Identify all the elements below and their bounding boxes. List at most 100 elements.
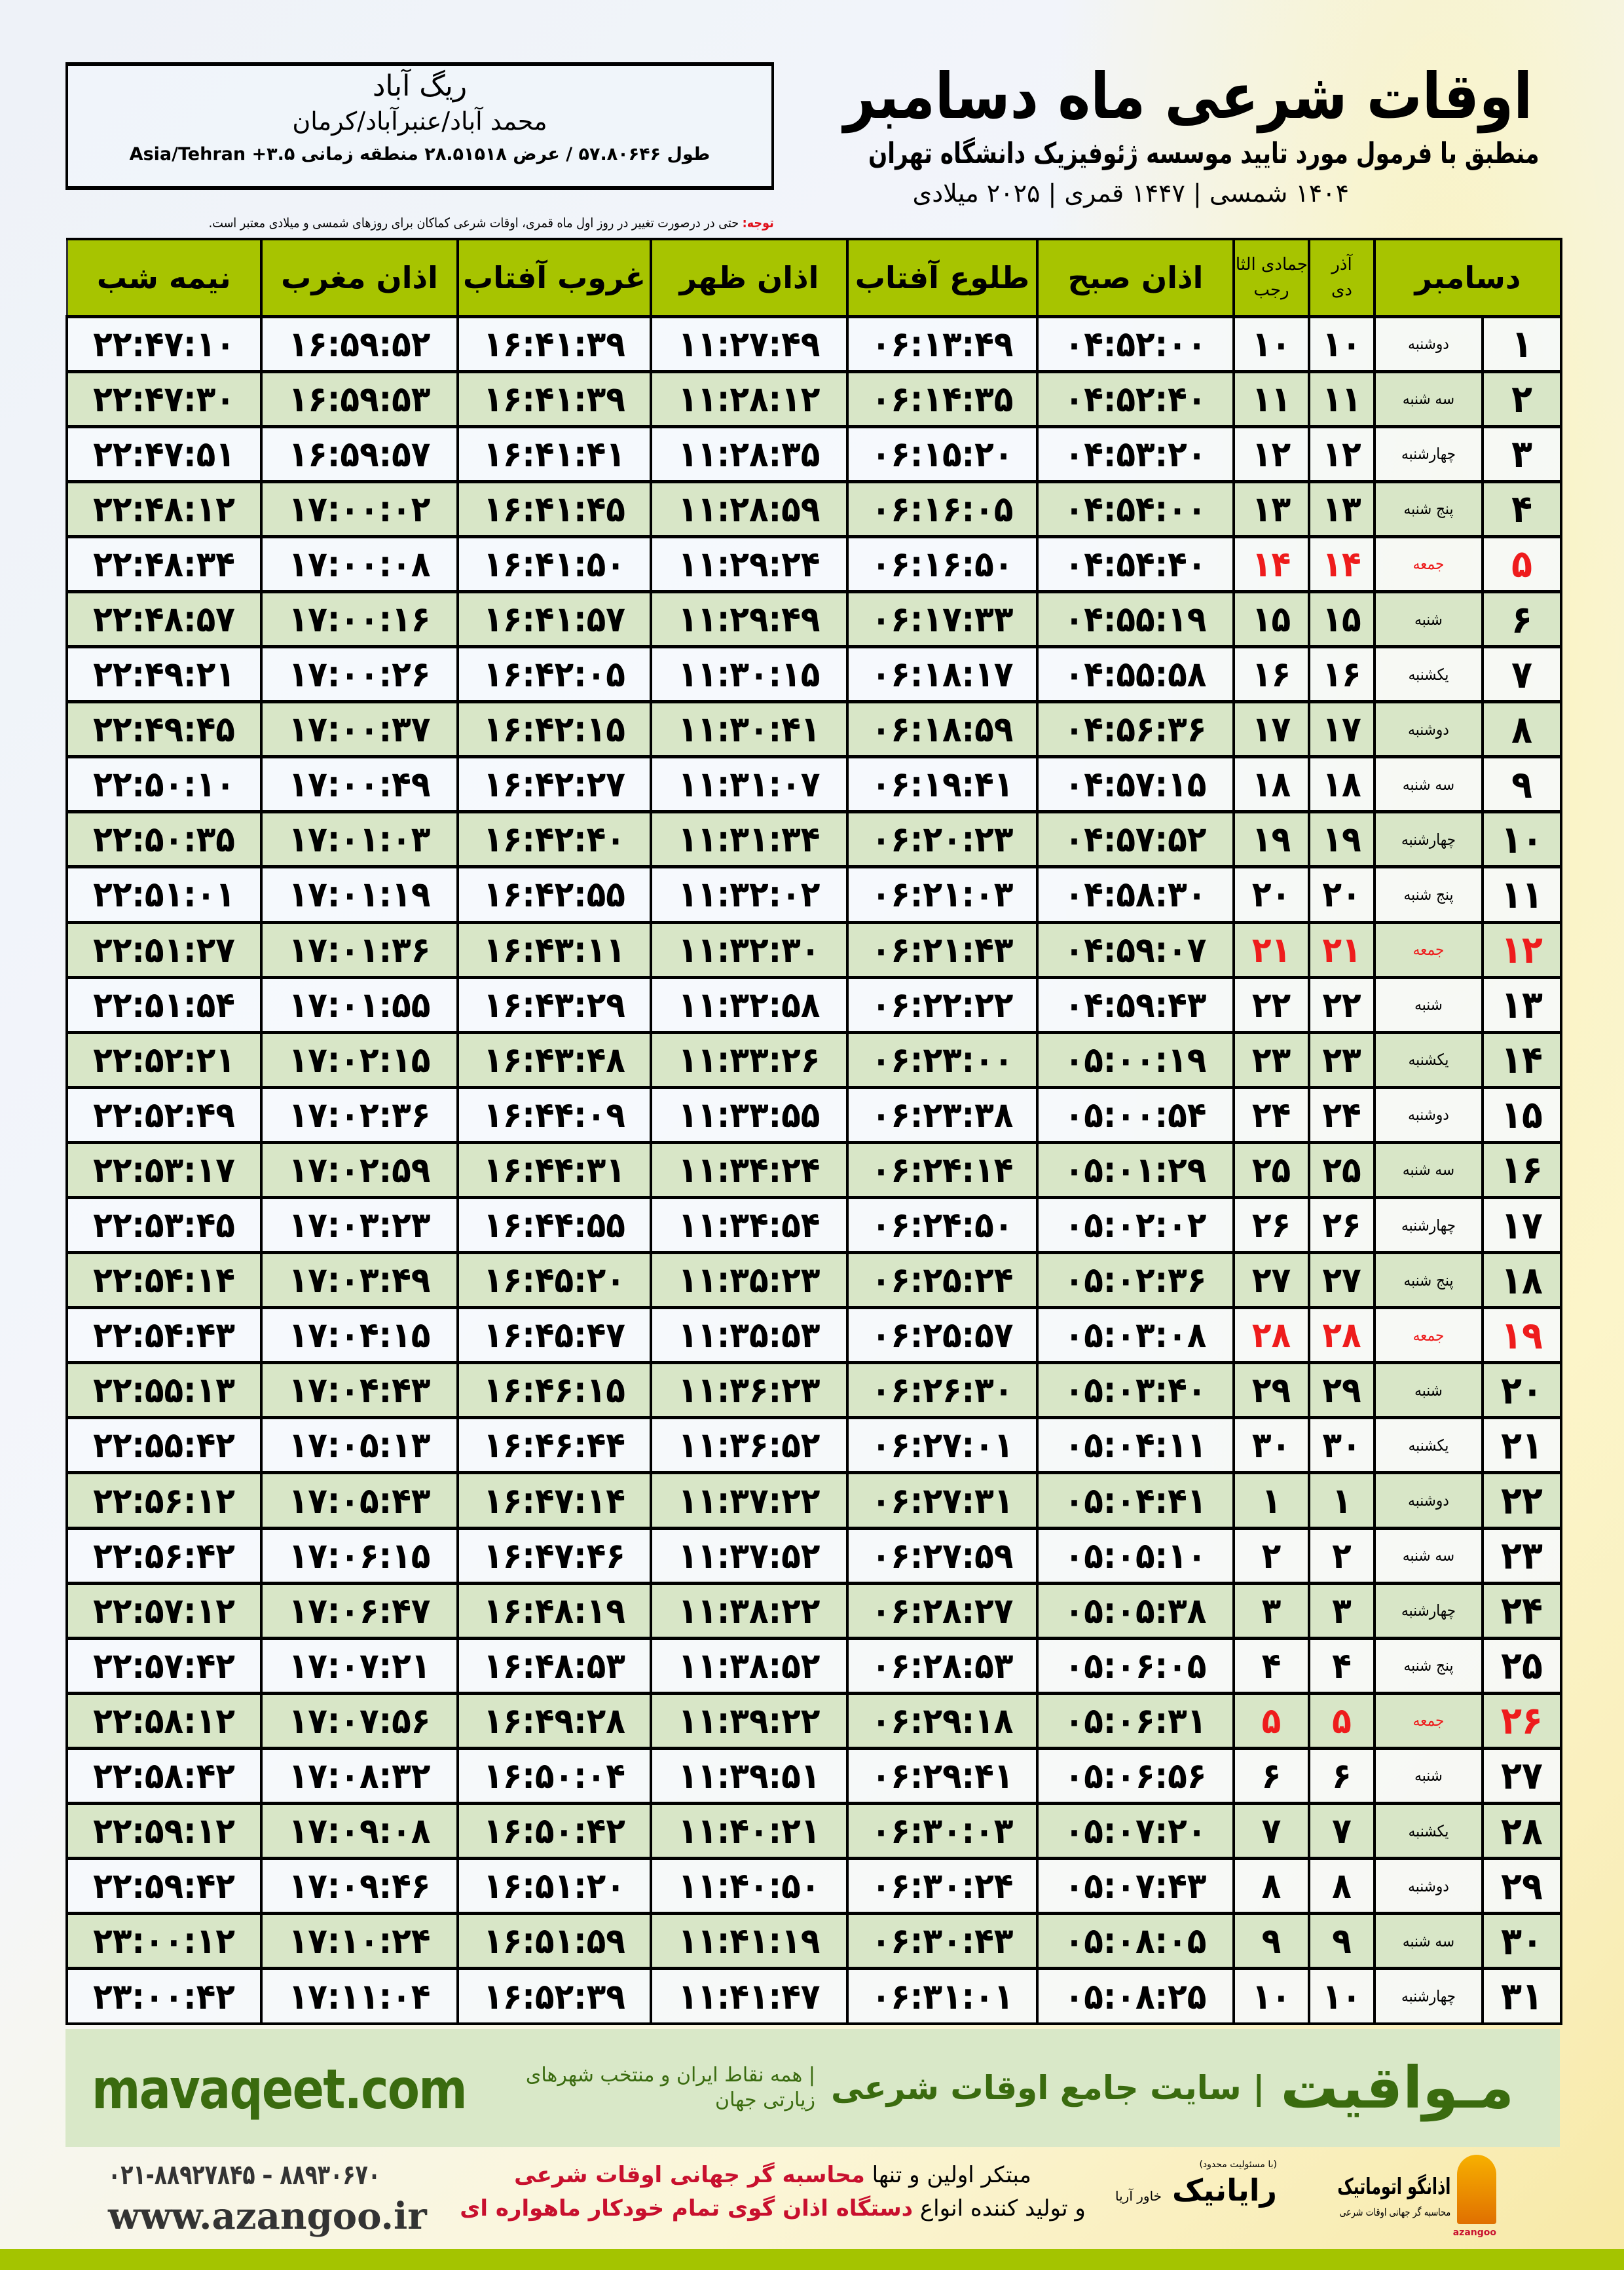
sunset-time: ۱۶:۴۲:۴۰ — [456, 810, 652, 868]
azangoo-name: اذانگو اتوماتیک — [1337, 2174, 1450, 2200]
shamsi-day: ۲۰ — [1308, 865, 1376, 924]
weekday: سه شنبه — [1373, 1526, 1484, 1585]
qamari-day: ۱۱ — [1232, 369, 1310, 428]
maghrib-time: ۱۷:۱۰:۲۴ — [260, 1912, 459, 1970]
midnight-time: ۲۲:۴۷:۱۰ — [65, 314, 263, 373]
day-number: ۸ — [1481, 700, 1562, 758]
midnight-time: ۲۳:۰۰:۴۲ — [65, 1967, 263, 2025]
page-title: اوقات شرعی ماه دسامبر — [843, 60, 1532, 133]
dhuhr-time: ۱۱:۳۶:۲۳ — [650, 1361, 849, 1419]
sunrise-time: ۰۶:۳۱:۰۱ — [846, 1967, 1039, 2025]
sunset-time: ۱۶:۴۲:۵۵ — [456, 865, 652, 924]
sunrise-time: ۰۶:۲۷:۵۹ — [846, 1526, 1039, 1585]
shamsi-day: ۲۱ — [1308, 920, 1376, 979]
day-number: ۱۹ — [1481, 1306, 1562, 1364]
table-body: ۱ دوشنبه ۱۰ ۱۰ ۰۴:۵۲:۰۰ ۰۶:۱۳:۴۹ ۱۱:۲۷:۴۹ ۱۶:۴۱… — [65, 314, 1562, 2025]
midnight-time: ۲۲:۵۲:۲۱ — [65, 1030, 263, 1089]
shamsi-day: ۱۵ — [1308, 589, 1376, 648]
fajr-time: ۰۴:۵۹:۰۷ — [1036, 920, 1235, 979]
promo-line1-b: محاسبه گر جهانی اوقات شرعی — [514, 2162, 865, 2188]
shamsi-day: ۱۹ — [1308, 810, 1376, 868]
day-number: ۲۴ — [1481, 1581, 1562, 1640]
promo-line2-b: دستگاه اذان گوی تمام خودکار ماهواره ای — [460, 2195, 913, 2222]
shamsi-day: ۱۰ — [1308, 314, 1376, 373]
weekday: جمعه — [1373, 534, 1484, 593]
sunrise-time: ۰۶:۲۷:۰۱ — [846, 1416, 1039, 1474]
sunset-time: ۱۶:۴۱:۵۰ — [456, 534, 652, 593]
mavaqeet-brand-row: مـواقیت | سایت جامع اوقات شرعی | همه نقا… — [501, 2029, 1514, 2147]
qamari-day: ۲۱ — [1232, 920, 1310, 979]
fajr-time: ۰۴:۵۳:۲۰ — [1036, 424, 1235, 483]
sunset-time: ۱۶:۴۶:۴۴ — [456, 1416, 652, 1474]
fajr-time: ۰۵:۰۸:۰۵ — [1036, 1912, 1235, 1970]
day-number: ۱۷ — [1481, 1195, 1562, 1254]
shamsi-day: ۷ — [1308, 1802, 1376, 1860]
day-number: ۲۰ — [1481, 1361, 1562, 1419]
sunrise-time: ۰۶:۳۰:۲۴ — [846, 1857, 1039, 1915]
dhuhr-time: ۱۱:۳۷:۵۲ — [650, 1526, 849, 1585]
qamari-day: ۲۸ — [1232, 1306, 1310, 1364]
day-number: ۳ — [1481, 424, 1562, 483]
sunset-time: ۱۶:۴۷:۱۴ — [456, 1471, 652, 1530]
shamsi-day: ۱۸ — [1308, 755, 1376, 813]
shamsi-day: ۲۳ — [1308, 1030, 1376, 1089]
sunrise-time: ۰۶:۲۵:۵۷ — [846, 1306, 1039, 1364]
location-name: ریگ آباد — [372, 69, 468, 103]
table-row: ۱۶ سه شنبه ۲۵ ۲۵ ۰۵:۰۱:۲۹ ۰۶:۲۴:۱۴ ۱۱:۳۴:۲۴ ۱۶:… — [65, 1140, 1562, 1199]
day-number: ۶ — [1481, 589, 1562, 648]
shamsi-day: ۲ — [1308, 1526, 1376, 1585]
shamsi-day: ۱۶ — [1308, 645, 1376, 703]
weekday: پنج شنبه — [1373, 1251, 1484, 1309]
maghrib-time: ۱۷:۰۶:۴۷ — [260, 1581, 459, 1640]
fajr-time: ۰۴:۵۹:۴۳ — [1036, 975, 1235, 1034]
qamari-day: ۱۹ — [1232, 810, 1310, 868]
day-number: ۵ — [1481, 534, 1562, 593]
day-number: ۱۸ — [1481, 1251, 1562, 1309]
qamari-day: ۶ — [1232, 1746, 1310, 1805]
shamsi-day: ۲۷ — [1308, 1251, 1376, 1309]
maghrib-time: ۱۷:۰۰:۰۲ — [260, 479, 459, 538]
day-number: ۱۳ — [1481, 975, 1562, 1034]
sunrise-time: ۰۶:۱۴:۳۵ — [846, 369, 1039, 428]
fajr-time: ۰۵:۰۱:۲۹ — [1036, 1140, 1235, 1199]
sunset-time: ۱۶:۵۰:۰۴ — [456, 1746, 652, 1805]
azangoo-url[interactable]: www.azangoo.ir — [108, 2195, 427, 2238]
day-number: ۹ — [1481, 755, 1562, 813]
table-row: ۱۴ یکشنبه ۲۳ ۲۳ ۰۵:۰۰:۱۹ ۰۶:۲۳:۰۰ ۱۱:۳۳:۲۶ ۱۶:۴… — [65, 1030, 1562, 1089]
maghrib-time: ۱۷:۰۳:۴۹ — [260, 1251, 459, 1309]
day-number: ۲۳ — [1481, 1526, 1562, 1585]
location-coordinates: طول ۵۷.۸۰۶۴۶ / عرض ۲۸.۵۱۵۱۸ منطقه زمانی … — [129, 144, 710, 164]
sunset-time: ۱۶:۴۳:۱۱ — [456, 920, 652, 979]
mavaqeet-url[interactable]: mavaqeet.com — [92, 2057, 468, 2121]
header-dhuhr: اذان ظهر — [650, 238, 849, 318]
qamari-day: ۵ — [1232, 1691, 1310, 1750]
dhuhr-time: ۱۱:۳۴:۵۴ — [650, 1195, 849, 1254]
qamari-day: ۲۳ — [1232, 1030, 1310, 1089]
fajr-time: ۰۴:۵۲:۰۰ — [1036, 314, 1235, 373]
table-row: ۱۷ چهارشنبه ۲۶ ۲۶ ۰۵:۰۲:۰۲ ۰۶:۲۴:۵۰ ۱۱:۳۴:۵۴ ۱۶… — [65, 1195, 1562, 1254]
shamsi-day: ۳۰ — [1308, 1416, 1376, 1474]
table-row: ۷ یکشنبه ۱۶ ۱۶ ۰۴:۵۵:۵۸ ۰۶:۱۸:۱۷ ۱۱:۳۰:۱۵ ۱۶:۴۲… — [65, 645, 1562, 703]
sunset-time: ۱۶:۴۵:۲۰ — [456, 1251, 652, 1309]
weekday: یکشنبه — [1373, 1416, 1484, 1474]
qamari-day: ۱۶ — [1232, 645, 1310, 703]
azangoo-logo: اذانگو اتوماتیک محاسبه گر جهانی اوقات شر… — [1293, 2155, 1496, 2240]
header-sunset: غروب آفتاب — [456, 238, 652, 318]
weekday: یکشنبه — [1373, 1802, 1484, 1860]
maghrib-time: ۱۷:۰۴:۱۵ — [260, 1306, 459, 1364]
day-number: ۷ — [1481, 645, 1562, 703]
table-row: ۲۰ شنبه ۲۹ ۲۹ ۰۵:۰۳:۴۰ ۰۶:۲۶:۳۰ ۱۱:۳۶:۲۳ ۱۶:۴۶:… — [65, 1361, 1562, 1419]
table-row: ۲ سه شنبه ۱۱ ۱۱ ۰۴:۵۲:۴۰ ۰۶:۱۴:۳۵ ۱۱:۲۸:۱۲ ۱۶:۴… — [65, 369, 1562, 428]
midnight-time: ۲۲:۴۷:۳۰ — [65, 369, 263, 428]
sunrise-time: ۰۶:۲۴:۱۴ — [846, 1140, 1039, 1199]
shamsi-day: ۶ — [1308, 1746, 1376, 1805]
shamsi-day: ۱۳ — [1308, 479, 1376, 538]
maghrib-time: ۱۷:۰۵:۱۳ — [260, 1416, 459, 1474]
fajr-time: ۰۵:۰۲:۳۶ — [1036, 1251, 1235, 1309]
qamari-day: ۲۰ — [1232, 865, 1310, 924]
day-number: ۲۷ — [1481, 1746, 1562, 1805]
sunrise-time: ۰۶:۱۸:۵۹ — [846, 700, 1039, 758]
note-label: توجه: — [742, 215, 774, 231]
fajr-time: ۰۴:۵۴:۴۰ — [1036, 534, 1235, 593]
midnight-time: ۲۲:۵۲:۴۹ — [65, 1085, 263, 1144]
